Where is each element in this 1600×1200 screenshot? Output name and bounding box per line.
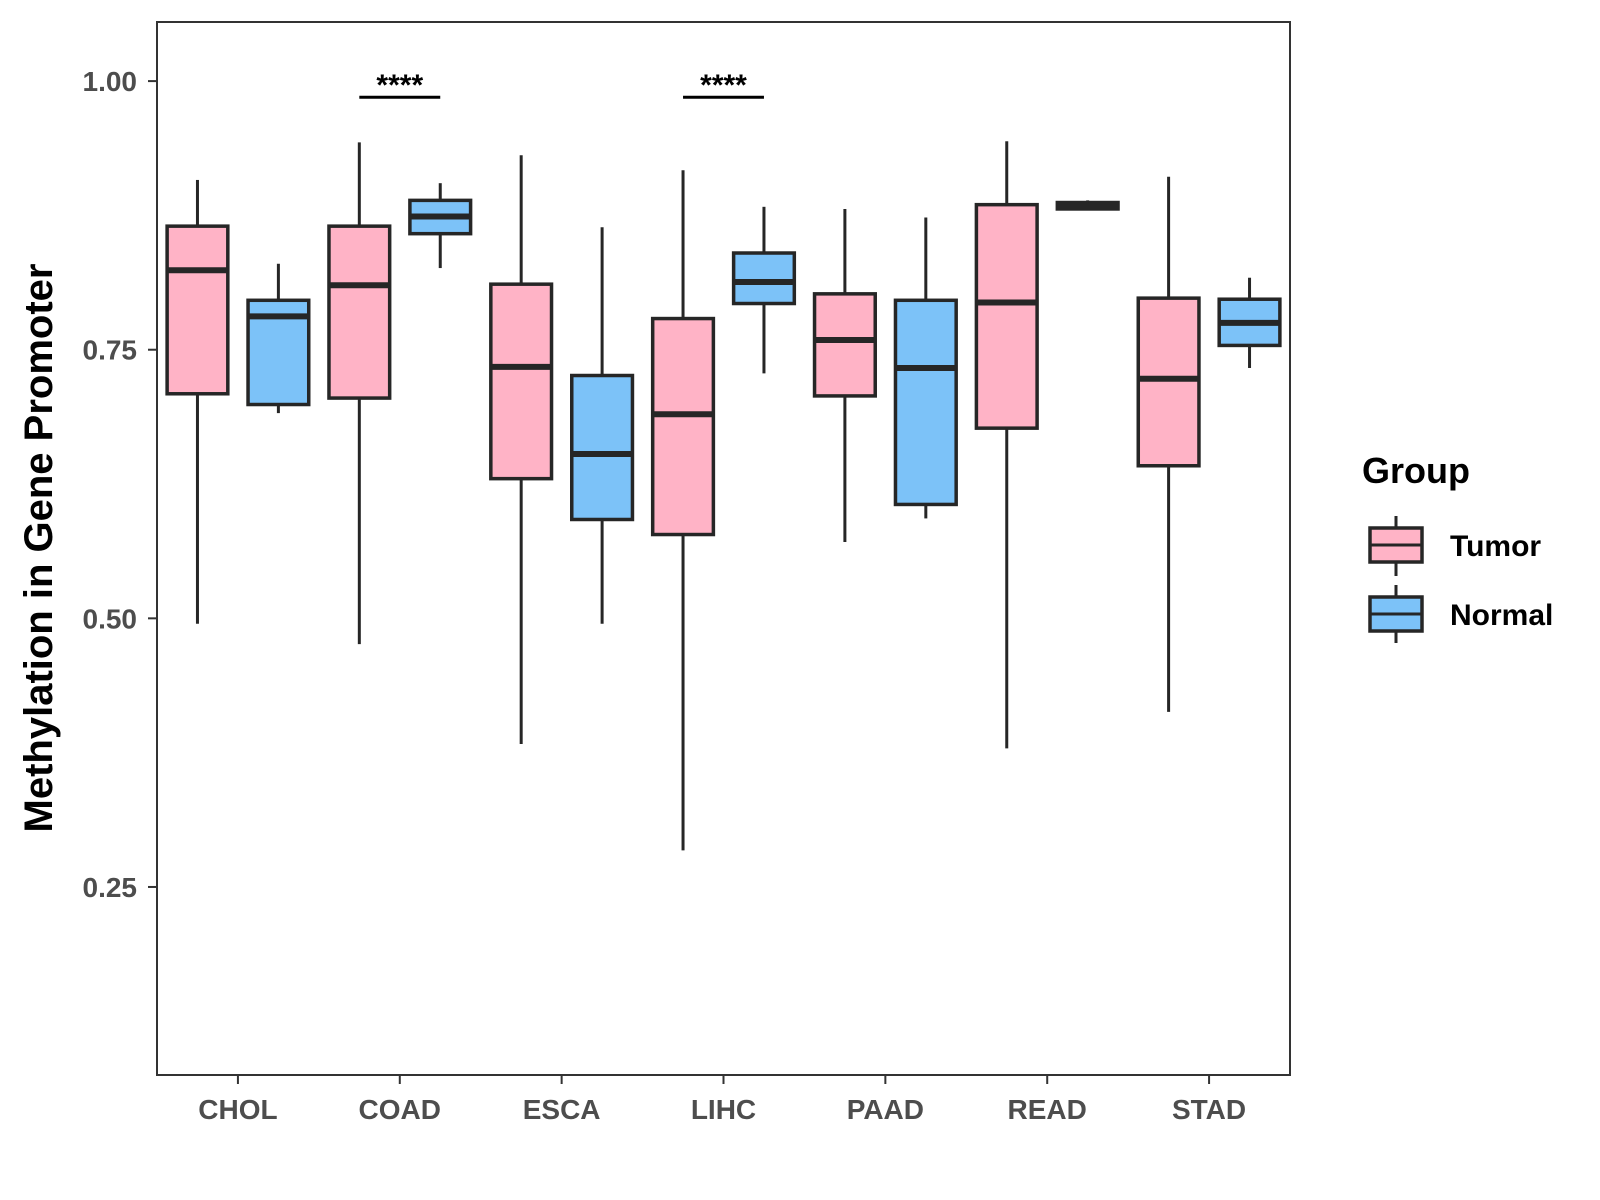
x-tick-label: READ xyxy=(1008,1094,1087,1125)
x-tick-label: STAD xyxy=(1172,1094,1246,1125)
box-coad-tumor xyxy=(327,224,392,400)
box-paad-tumor xyxy=(812,292,877,398)
x-tick-label: ESCA xyxy=(523,1094,601,1125)
x-tick-label: LIHC xyxy=(691,1094,756,1125)
y-tick-label: 0.50 xyxy=(83,603,138,634)
legend-label-tumor: Tumor xyxy=(1450,530,1541,563)
box-chol-tumor xyxy=(165,224,230,396)
box-esca-normal xyxy=(570,373,635,522)
legend-item-tumor: Tumor xyxy=(1368,516,1541,576)
box-paad-normal xyxy=(893,298,958,507)
x-tick-label: CHOL xyxy=(198,1094,277,1125)
box-lihc-normal xyxy=(731,251,797,306)
y-axis-title: Methylation in Gene Promoter xyxy=(17,264,61,833)
significance-label-coad: **** xyxy=(376,69,423,102)
plot-panel-border xyxy=(156,21,1291,1076)
box-esca-tumor xyxy=(489,282,554,481)
legend-label-normal: Normal xyxy=(1450,599,1553,632)
significance-label-lihc: **** xyxy=(700,69,747,102)
legend-item-normal: Normal xyxy=(1368,585,1553,643)
legend: Group Tumor Normal xyxy=(1362,450,1553,643)
x-tick-label: COAD xyxy=(359,1094,441,1125)
x-tick-label: PAAD xyxy=(847,1094,924,1125)
box-read-tumor xyxy=(974,202,1039,430)
y-tick-label: 0.25 xyxy=(83,872,138,903)
y-tick-label: 0.75 xyxy=(83,335,138,366)
plot-area: 0.25 0.50 0.75 1.00 CHOL COAD ESCA LIHC PAAD READ… xyxy=(83,66,1282,1125)
box-lihc-tumor xyxy=(650,316,716,537)
y-tick-label: 1.00 xyxy=(83,66,138,97)
box-stad-tumor xyxy=(1136,296,1201,468)
legend-title: Group xyxy=(1362,450,1470,491)
